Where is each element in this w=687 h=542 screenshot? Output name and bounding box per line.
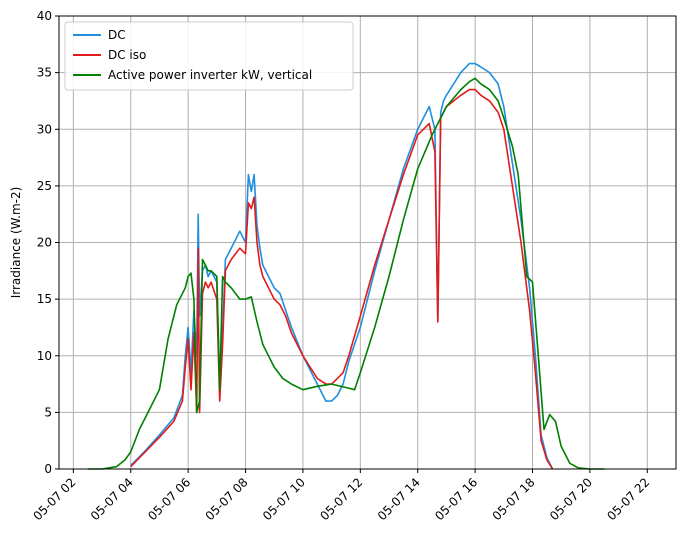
y-ticks: 0 5 10 15 20 25 30 35 40 [37, 9, 59, 476]
legend-label-dc: DC [108, 28, 126, 42]
y-tick-label: 15 [37, 292, 52, 306]
legend: DC DC iso Active power inverter kW, vert… [64, 21, 354, 91]
series-group [87, 62, 605, 470]
y-tick-label: 5 [44, 405, 52, 419]
y-tick-label: 20 [37, 236, 52, 250]
y-tick-label: 25 [37, 179, 52, 193]
y-tick-label: 35 [37, 66, 52, 80]
y-tick-label: 0 [44, 462, 52, 476]
legend-label-dc-iso: DC iso [108, 48, 146, 62]
legend-box [64, 21, 354, 91]
y-tick-label: 10 [37, 349, 52, 363]
y-tick-label: 40 [37, 9, 52, 23]
legend-label-active-power: Active power inverter kW, vertical [108, 68, 312, 82]
y-axis-title: Irradiance (W.m-2) [9, 187, 23, 299]
y-tick-label: 30 [37, 122, 52, 136]
series-line-2 [87, 77, 605, 470]
